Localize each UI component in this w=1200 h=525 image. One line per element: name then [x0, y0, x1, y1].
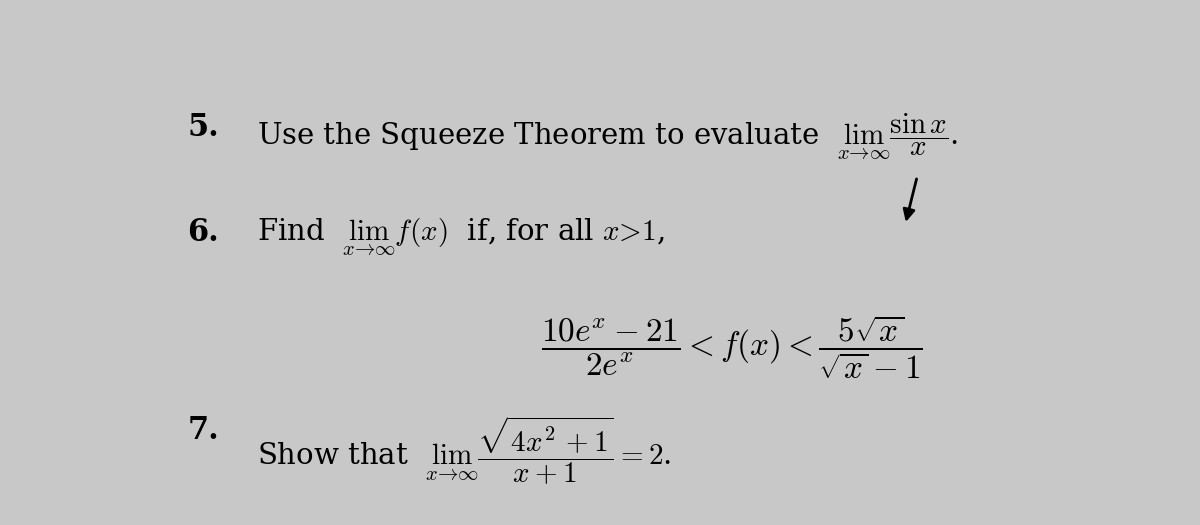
Text: Use the Squeeze Theorem to evaluate  $\lim_{x\to\infty} \dfrac{\sin x}{x}$.: Use the Squeeze Theorem to evaluate $\li…	[257, 111, 959, 161]
Text: $\dfrac{10e^{x}-21}{2e^{x}} < f(x) < \dfrac{5\sqrt{x}}{\sqrt{x}-1}$: $\dfrac{10e^{x}-21}{2e^{x}} < f(x) < \df…	[540, 313, 923, 381]
Text: Find  $\lim_{x\to\infty} f(x)$  if, for all $x > 1$,: Find $\lim_{x\to\infty} f(x)$ if, for al…	[257, 217, 665, 257]
Text: 7.: 7.	[187, 415, 218, 446]
Text: Show that  $\lim_{x\to\infty} \dfrac{\sqrt{4x^{2}+1}}{x+1} = 2$.: Show that $\lim_{x\to\infty} \dfrac{\sqr…	[257, 415, 671, 487]
Text: 5.: 5.	[187, 111, 218, 142]
Text: 6.: 6.	[187, 217, 218, 248]
